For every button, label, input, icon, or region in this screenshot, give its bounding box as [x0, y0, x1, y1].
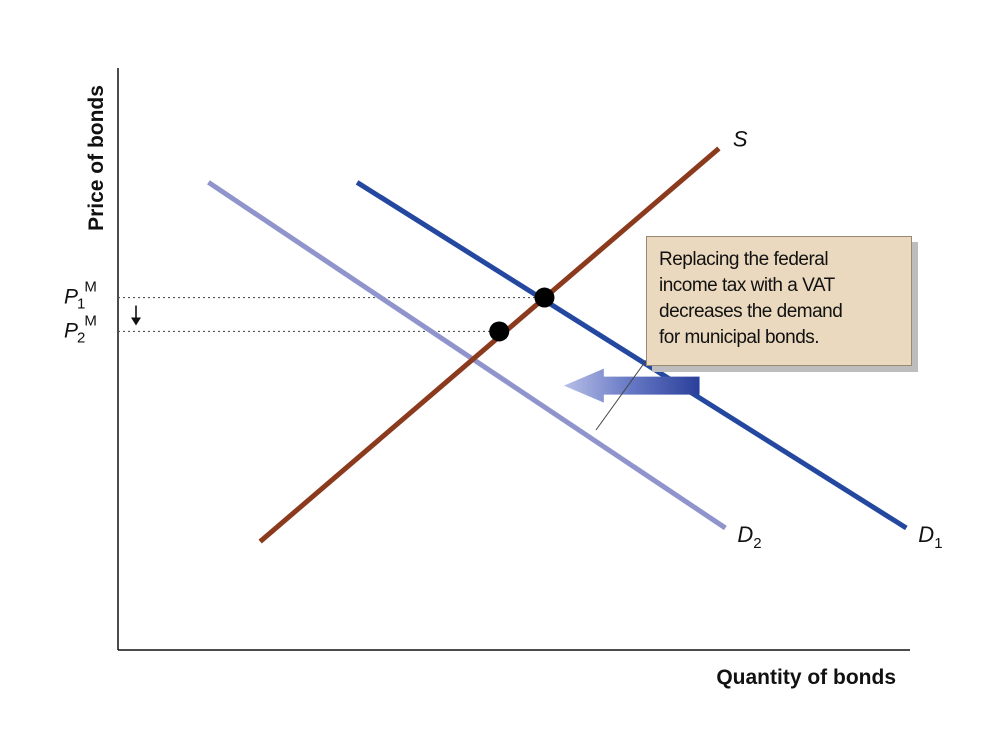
- supply-curve-label: S: [733, 126, 748, 151]
- x-axis-label: Quantity of bonds: [716, 666, 896, 689]
- callout-leader-line: [595, 354, 651, 431]
- demand-curve-d2: [207, 180, 727, 531]
- price-label-p2: P2M: [64, 312, 97, 346]
- callout-line: decreases the demand: [659, 301, 843, 322]
- demand-curve-d1-label: D1: [918, 522, 942, 552]
- price-label-p1: P1M: [64, 279, 97, 313]
- callout-line: Replacing the federal: [659, 249, 829, 270]
- equilibrium-point-2: [489, 321, 510, 342]
- demand-curve-d2-label: D2: [737, 522, 761, 552]
- equilibrium-point-1: [534, 287, 555, 308]
- price-fall-arrow: [131, 305, 141, 326]
- callout-line: income tax with a VAT: [659, 275, 835, 296]
- y-axis-label: Price of bonds: [85, 85, 108, 231]
- callout-line: for municipal bonds.: [659, 327, 820, 348]
- annotation-callout: Replacing the federal income tax with a …: [646, 236, 912, 366]
- supply-curve-s: [258, 146, 721, 544]
- demand-curve-d1: [355, 180, 908, 531]
- demand-shift-arrow: [563, 368, 700, 403]
